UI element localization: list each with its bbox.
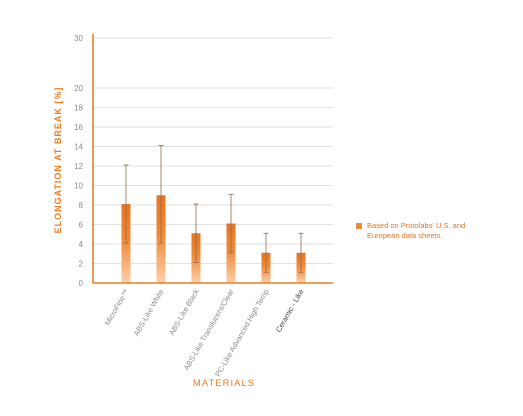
- x-tick-label: MicroFine™: [103, 288, 131, 328]
- y-tick-label: 20: [74, 84, 83, 93]
- y-axis-title: ELONGATION AT BREAK [%]: [53, 87, 63, 234]
- x-tick-label: ABS-Like White: [132, 288, 166, 338]
- y-tick-label: 0: [79, 279, 84, 288]
- y-tick-label: 16: [74, 123, 83, 132]
- bar: [121, 204, 131, 283]
- y-tick-labels: 0 2 4 6 8 10 12 14 16 18 20 30: [74, 34, 83, 288]
- legend: Based on Protolabs' U.S. and European da…: [356, 221, 496, 241]
- y-tick-label: 4: [79, 240, 84, 249]
- y-tick-label: 18: [74, 104, 83, 113]
- bars: [121, 145, 306, 283]
- y-tick-label: 6: [79, 221, 84, 230]
- y-tick-label: 2: [79, 260, 84, 269]
- grid-lines: [93, 37, 333, 264]
- y-tick-label: 12: [74, 162, 83, 171]
- y-tick-label: 14: [74, 143, 83, 152]
- y-tick-label: 10: [74, 182, 83, 191]
- bar: [226, 223, 236, 283]
- x-tick-label: Ceramic - Like: [274, 288, 306, 334]
- x-tick-label: ABS-Like Black: [167, 287, 201, 336]
- y-tick-label: 8: [79, 201, 84, 210]
- x-axis-title: MATERIALS: [193, 378, 255, 389]
- axes: [92, 34, 333, 284]
- legend-swatch: [356, 223, 362, 229]
- y-tick-label: 30: [74, 34, 83, 43]
- x-tick-labels: MicroFine™ ABS-Like White ABS-Like BlackAB…: [103, 287, 306, 378]
- legend-label: Based on Protolabs' U.S. and European da…: [367, 221, 466, 240]
